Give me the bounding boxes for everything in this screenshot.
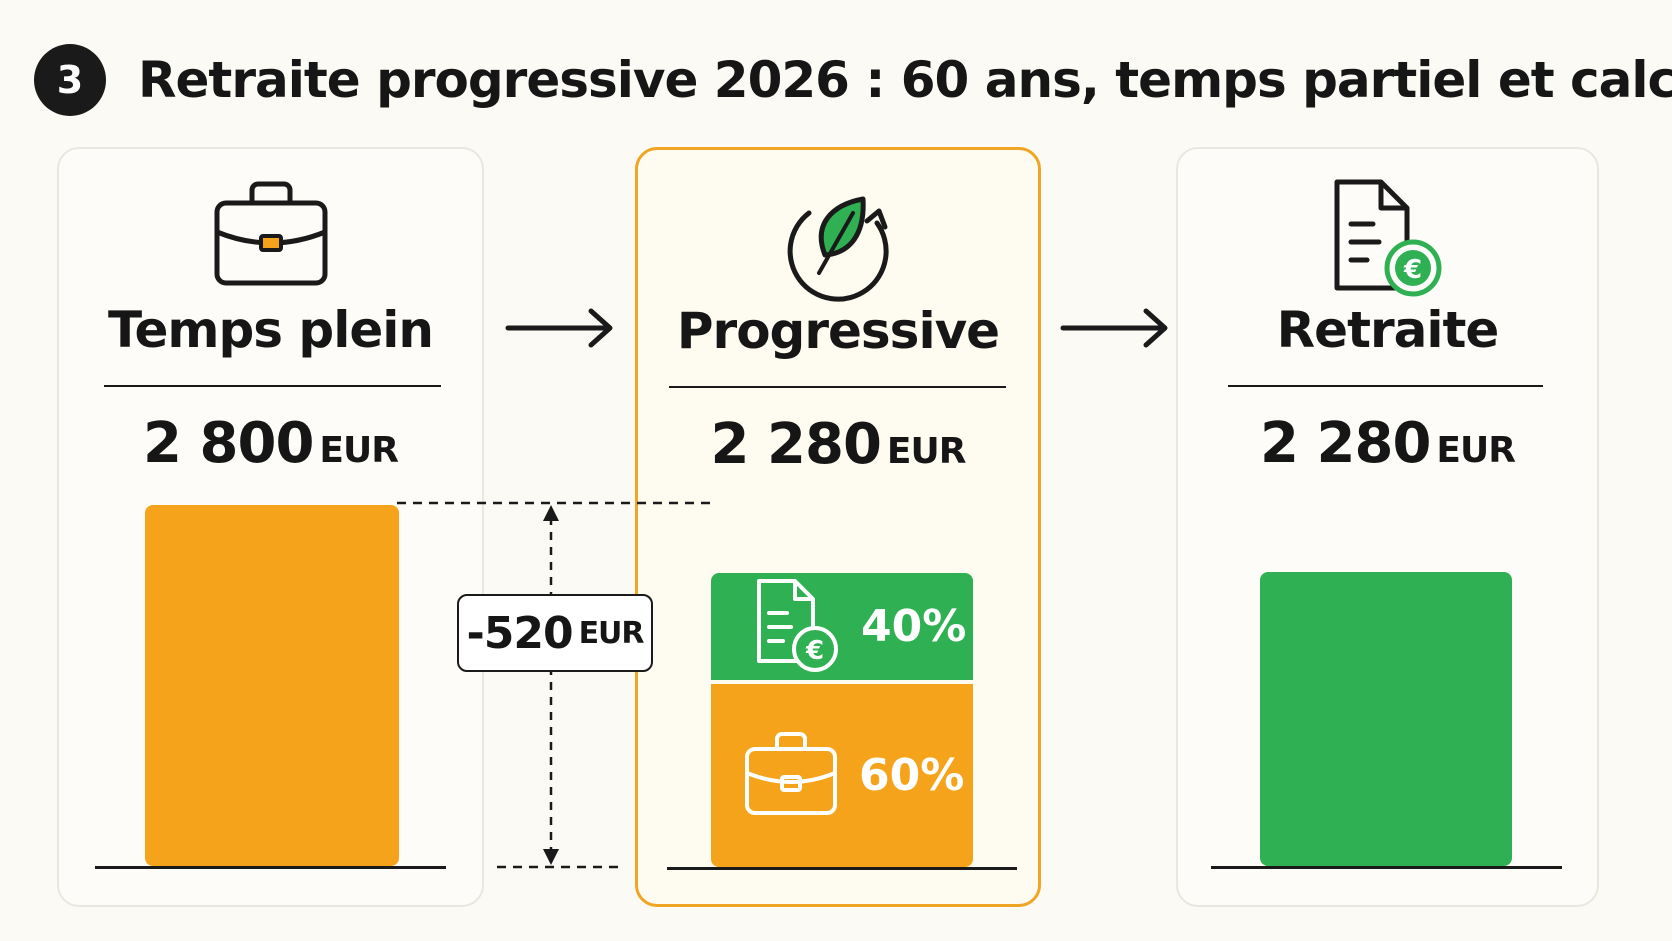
pension-document-icon: €	[757, 579, 838, 673]
segment-percent-pension: 40%	[861, 600, 967, 652]
arrow-right-icon	[505, 308, 613, 348]
bar-retirement	[1260, 572, 1512, 866]
svg-text:€: €	[805, 636, 824, 666]
bar-progressive: € 40% 60%	[711, 573, 973, 867]
stage-amount: 2 280 EUR	[710, 412, 967, 477]
stage-amount: 2 280 EUR	[1260, 411, 1516, 476]
divider	[669, 386, 1006, 388]
baseline	[95, 866, 446, 869]
leaf-cycle-icon	[787, 196, 889, 302]
stage-label: Progressive	[676, 302, 1000, 360]
stage-card-retirement: € Retraite 2 280 EUR	[1176, 147, 1599, 907]
header: 3 Retraite progressive 2026 : 60 ans, te…	[34, 40, 1672, 120]
stage-amount: 2 800 EUR	[143, 411, 399, 476]
difference-label: -520 EUR	[457, 594, 653, 672]
bar-full-time	[145, 505, 399, 866]
divider	[1228, 385, 1543, 387]
arrow-right-icon	[1060, 308, 1168, 348]
baseline	[1211, 866, 1562, 869]
svg-text:€: €	[1402, 255, 1421, 285]
stage-card-progressive: Progressive 2 280 EUR € 40% 60%	[635, 147, 1041, 907]
page-title: Retraite progressive 2026 : 60 ans, temp…	[138, 51, 1672, 109]
baseline	[667, 867, 1017, 870]
segment-percent-work: 60%	[859, 749, 965, 801]
stage-label: Retraite	[1276, 301, 1500, 359]
divider	[104, 385, 441, 387]
briefcase-icon	[214, 181, 327, 286]
step-badge: 3	[34, 44, 106, 116]
stage-label: Temps plein	[107, 301, 434, 359]
pension-document-icon: €	[1334, 179, 1441, 297]
segment-pension: € 40%	[711, 573, 973, 680]
segment-work: 60%	[711, 683, 973, 867]
briefcase-icon	[745, 732, 837, 816]
stage-card-full-time: Temps plein 2 800 EUR	[57, 147, 484, 907]
